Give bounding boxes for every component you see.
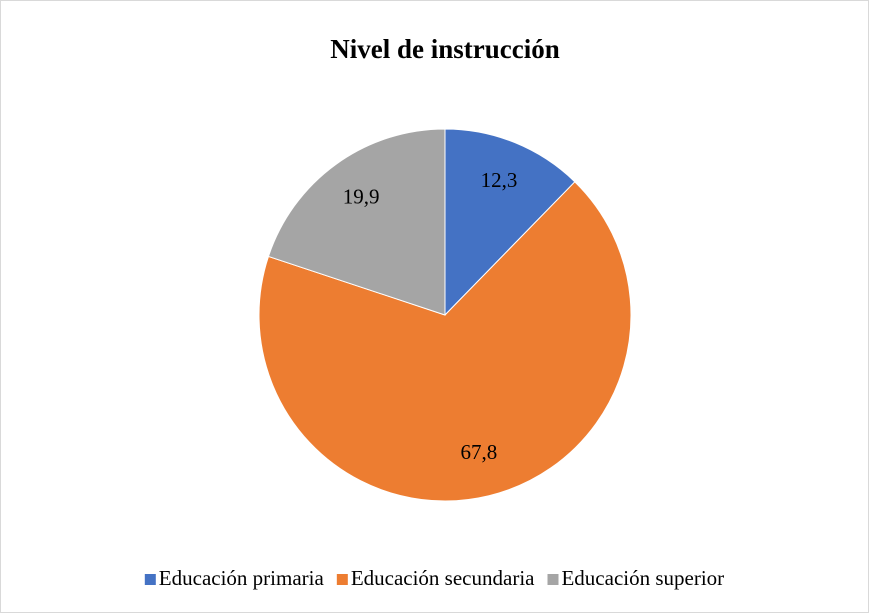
legend-label: Educación superior <box>561 566 724 590</box>
data-label: 19,9 <box>343 185 380 209</box>
legend-swatch <box>547 574 559 585</box>
legend-label: Educación secundaria <box>351 566 535 590</box>
legend-swatch <box>144 574 156 585</box>
data-label: 67,8 <box>460 440 497 464</box>
legend-swatch <box>336 574 348 585</box>
legend-label: Educación primaria <box>159 566 325 590</box>
pie-slice <box>258 181 632 502</box>
data-label: 12,3 <box>481 168 518 192</box>
pie-slice <box>444 128 576 317</box>
pie-slice <box>267 128 446 316</box>
chart-title: Nivel de instrucción <box>330 34 560 64</box>
